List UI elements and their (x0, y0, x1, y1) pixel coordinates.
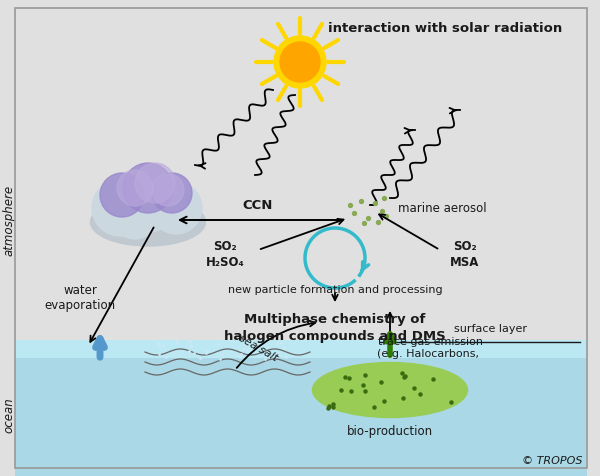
Ellipse shape (91, 198, 205, 246)
Text: surface layer: surface layer (454, 324, 527, 334)
Circle shape (274, 36, 326, 88)
Text: Multiphase chemistry of
halogen compounds and DMS: Multiphase chemistry of halogen compound… (224, 313, 446, 343)
Text: SO₂
H₂SO₄: SO₂ H₂SO₄ (206, 240, 244, 269)
Circle shape (100, 173, 144, 217)
Ellipse shape (313, 363, 467, 417)
Text: marine aerosol: marine aerosol (398, 201, 487, 215)
Text: sea salt: sea salt (237, 333, 279, 363)
Circle shape (117, 170, 153, 206)
Circle shape (92, 180, 148, 236)
Bar (15, 340, 587, 476)
Text: SO₂
MSA: SO₂ MSA (451, 240, 479, 269)
Circle shape (152, 174, 184, 206)
Circle shape (111, 191, 159, 239)
Circle shape (123, 163, 173, 213)
Text: atmosphere: atmosphere (2, 184, 16, 256)
Circle shape (152, 173, 192, 213)
Text: trace gas emission
(e.g. Halocarbons,: trace gas emission (e.g. Halocarbons, (377, 337, 483, 359)
Circle shape (280, 42, 320, 82)
Circle shape (135, 163, 175, 203)
Text: CCN: CCN (243, 199, 273, 212)
Circle shape (150, 182, 202, 234)
Text: bio-production: bio-production (347, 426, 433, 438)
Text: water
evaporation: water evaporation (44, 284, 116, 312)
Bar (15, 340, 587, 358)
Text: ocean: ocean (2, 397, 16, 433)
Text: © TROPOS: © TROPOS (523, 456, 583, 466)
Circle shape (118, 172, 178, 232)
Text: interaction with solar radiation: interaction with solar radiation (328, 21, 562, 34)
Text: new particle formation and processing: new particle formation and processing (227, 285, 442, 295)
